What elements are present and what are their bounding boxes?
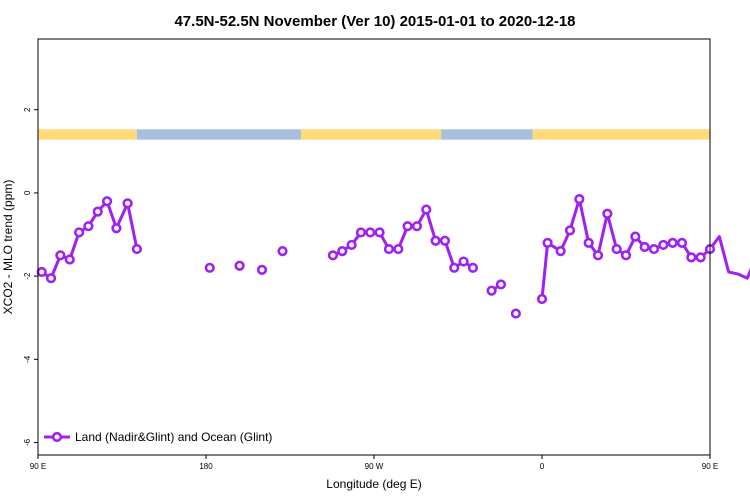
x-tick-label: 90 E bbox=[702, 462, 718, 471]
data-point bbox=[439, 235, 451, 246]
data-point bbox=[411, 221, 423, 232]
data-point bbox=[101, 196, 113, 207]
x-axis-ticks: 90 E 180 90 W 0 90 E bbox=[30, 455, 718, 471]
data-point bbox=[686, 252, 697, 263]
data-point bbox=[365, 227, 376, 238]
data-point bbox=[45, 273, 57, 284]
data-point bbox=[73, 227, 85, 238]
data-point bbox=[111, 223, 122, 234]
data-point bbox=[36, 266, 47, 278]
data-point bbox=[695, 252, 706, 263]
data-point bbox=[64, 254, 75, 265]
series-line-segment-0 bbox=[40, 199, 139, 280]
y-axis-ticks: 2 0 -2 -4 -6 bbox=[23, 107, 38, 446]
data-point bbox=[383, 243, 395, 255]
land-ocean-band bbox=[38, 129, 710, 140]
band-land-segment-4 bbox=[532, 129, 710, 140]
series-points bbox=[36, 194, 716, 319]
x-tick-label: 90 W bbox=[365, 462, 384, 471]
data-point bbox=[495, 279, 507, 290]
data-point bbox=[393, 243, 404, 255]
data-point bbox=[458, 256, 469, 267]
data-point bbox=[592, 250, 604, 261]
legend: Land (Nadir&Glint) and Ocean (Glint) bbox=[44, 430, 272, 444]
band-land-segment-0 bbox=[38, 129, 137, 140]
y-axis-label: XCO2 - MLO trend (ppm) bbox=[1, 180, 15, 315]
data-point bbox=[555, 246, 566, 257]
data-point bbox=[542, 237, 553, 248]
data-point bbox=[667, 237, 678, 248]
data-point bbox=[55, 250, 66, 261]
band-ocean-segment-3 bbox=[441, 129, 533, 140]
data-point bbox=[620, 250, 632, 261]
data-point bbox=[611, 243, 622, 255]
band-land-segment-2 bbox=[301, 129, 442, 140]
data-point bbox=[234, 260, 245, 271]
data-point bbox=[449, 262, 460, 273]
data-point bbox=[676, 237, 688, 248]
data-point bbox=[564, 225, 576, 236]
data-point bbox=[346, 239, 357, 251]
legend-marker-swatch bbox=[51, 431, 63, 443]
chart-title: 47.5N-52.5N November (Ver 10) 2015-01-01… bbox=[174, 13, 575, 30]
data-point bbox=[639, 241, 650, 253]
data-point bbox=[421, 204, 432, 215]
data-point bbox=[83, 221, 94, 232]
x-tick-label: 90 E bbox=[30, 462, 46, 471]
data-point bbox=[430, 235, 441, 246]
data-point bbox=[122, 198, 133, 209]
data-point bbox=[658, 239, 669, 251]
data-point bbox=[648, 243, 660, 255]
data-point bbox=[327, 250, 339, 261]
y-tick-label: -2 bbox=[23, 272, 32, 280]
x-tick-label: 0 bbox=[540, 462, 545, 471]
data-point bbox=[374, 227, 385, 238]
data-point bbox=[256, 264, 268, 275]
data-point bbox=[536, 293, 548, 305]
y-tick-label: 0 bbox=[23, 190, 32, 195]
data-point bbox=[574, 194, 585, 205]
band-ocean-segment-1 bbox=[136, 129, 302, 140]
data-point bbox=[402, 221, 413, 232]
series-line-segment-5 bbox=[332, 208, 474, 270]
data-point bbox=[510, 308, 521, 319]
y-tick-label: -4 bbox=[23, 355, 32, 363]
data-point bbox=[204, 262, 215, 273]
y-tick-label: 2 bbox=[23, 107, 32, 112]
data-point bbox=[486, 285, 497, 296]
data-point bbox=[92, 206, 103, 217]
x-axis-label: Longitude (deg E) bbox=[326, 477, 421, 491]
y-tick-label: -6 bbox=[23, 438, 32, 446]
legend-label: Land (Nadir&Glint) and Ocean (Glint) bbox=[75, 430, 272, 444]
data-point bbox=[355, 227, 367, 238]
data-point bbox=[602, 208, 613, 219]
data-point bbox=[131, 243, 143, 255]
x-tick-label: 180 bbox=[199, 462, 213, 471]
data-point bbox=[277, 246, 288, 257]
data-point bbox=[583, 237, 594, 248]
data-point bbox=[467, 262, 479, 273]
data-point bbox=[630, 231, 641, 242]
data-point bbox=[337, 246, 348, 257]
